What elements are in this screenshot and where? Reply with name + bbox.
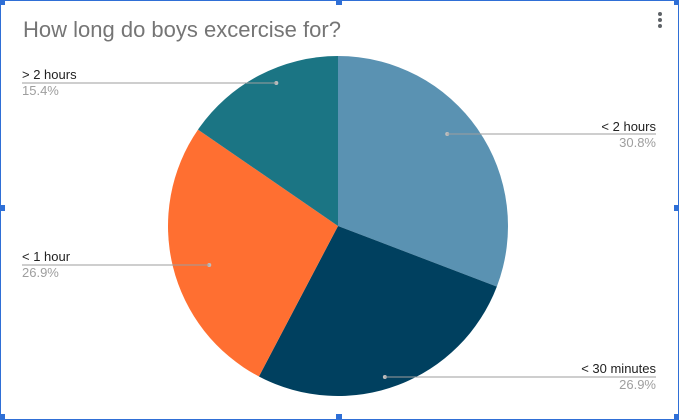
slice-percent-label: 15.4% (22, 83, 59, 98)
pie-slice[interactable] (197, 56, 338, 226)
resize-handle-top-left[interactable] (0, 0, 5, 5)
pie-slice[interactable] (258, 226, 497, 396)
resize-handle-top-center[interactable] (336, 0, 342, 5)
pie-slice[interactable] (168, 129, 338, 377)
more-vert-icon[interactable] (656, 10, 664, 32)
resize-handle-middle-right[interactable] (674, 205, 679, 211)
slice-label: < 2 hours (601, 119, 656, 134)
resize-handle-top-right[interactable] (674, 0, 679, 5)
slice-percent-label: 30.8% (619, 135, 656, 150)
slice-label: < 30 minutes (581, 361, 656, 376)
chart-title: How long do boys excercise for? (23, 17, 341, 42)
slice-percent-label: 26.9% (22, 265, 59, 280)
slice-label: < 1 hour (22, 249, 71, 264)
resize-handle-bottom-left[interactable] (0, 414, 5, 420)
slice-percent-label: 26.9% (619, 377, 656, 392)
resize-handle-bottom-right[interactable] (674, 414, 679, 420)
pie-slice[interactable] (338, 56, 508, 287)
resize-handle-bottom-center[interactable] (336, 414, 342, 420)
slice-label: > 2 hours (22, 67, 77, 82)
resize-handle-middle-left[interactable] (0, 205, 5, 211)
